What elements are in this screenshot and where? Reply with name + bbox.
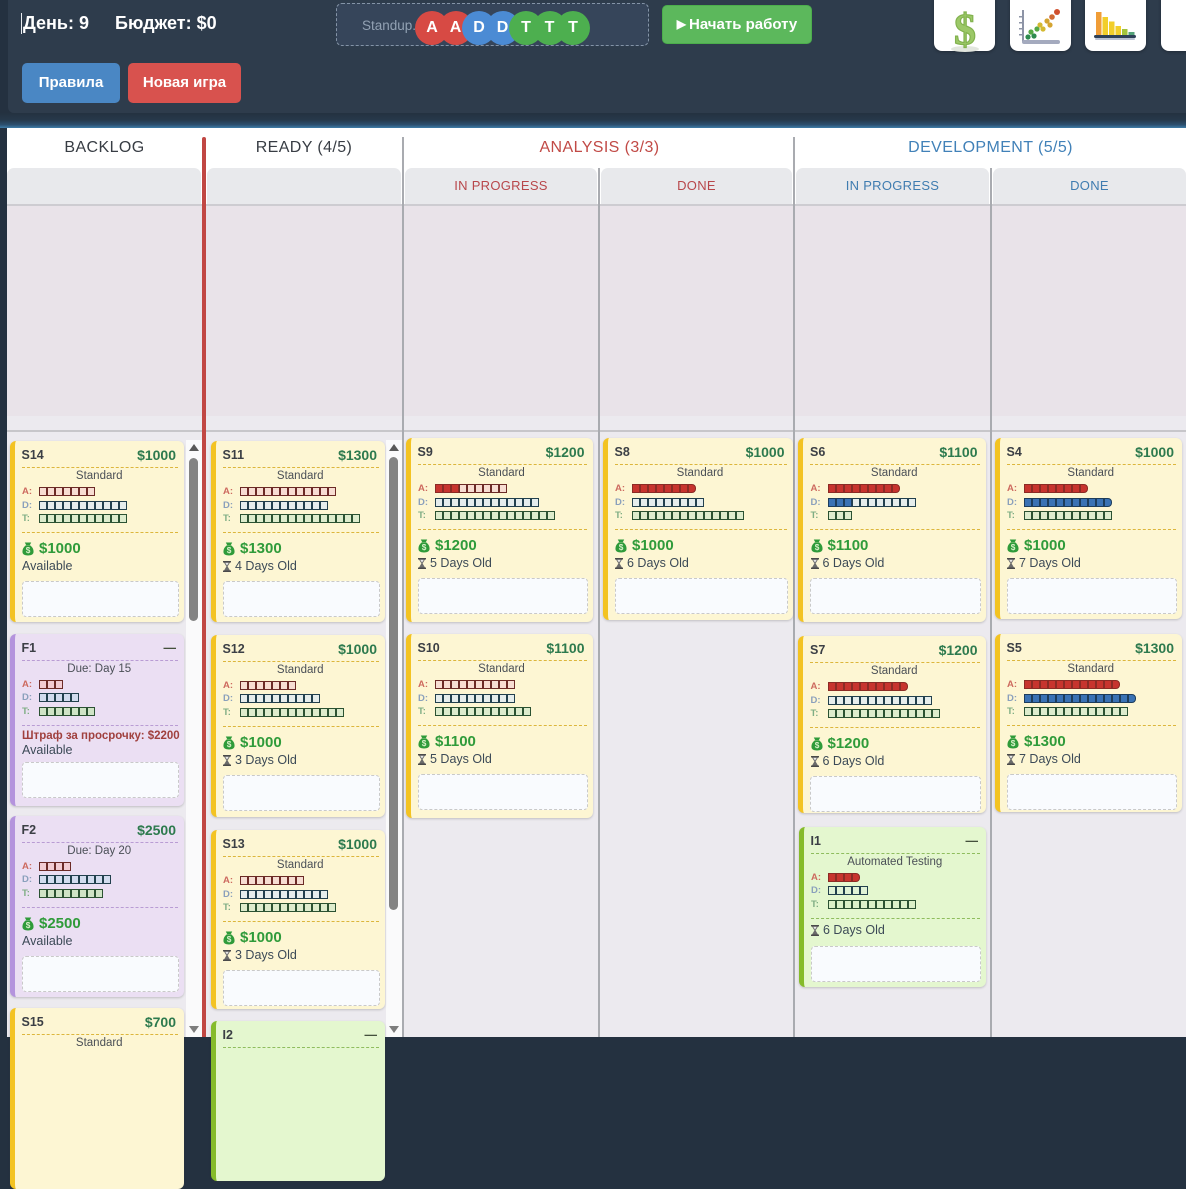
svg-text:$: $ — [1011, 542, 1016, 552]
svg-text:$: $ — [26, 545, 31, 555]
svg-text:$: $ — [814, 740, 819, 750]
svg-text:$: $ — [619, 542, 624, 552]
svg-text:$: $ — [1011, 738, 1016, 748]
svg-text:$: $ — [954, 5, 976, 53]
svg-text:$: $ — [26, 920, 31, 930]
svg-text:$: $ — [422, 542, 427, 552]
svg-text:$: $ — [814, 542, 819, 552]
svg-text:$: $ — [422, 738, 427, 748]
svg-text:$: $ — [227, 739, 232, 749]
svg-text:$: $ — [227, 545, 232, 555]
svg-text:$: $ — [227, 934, 232, 944]
